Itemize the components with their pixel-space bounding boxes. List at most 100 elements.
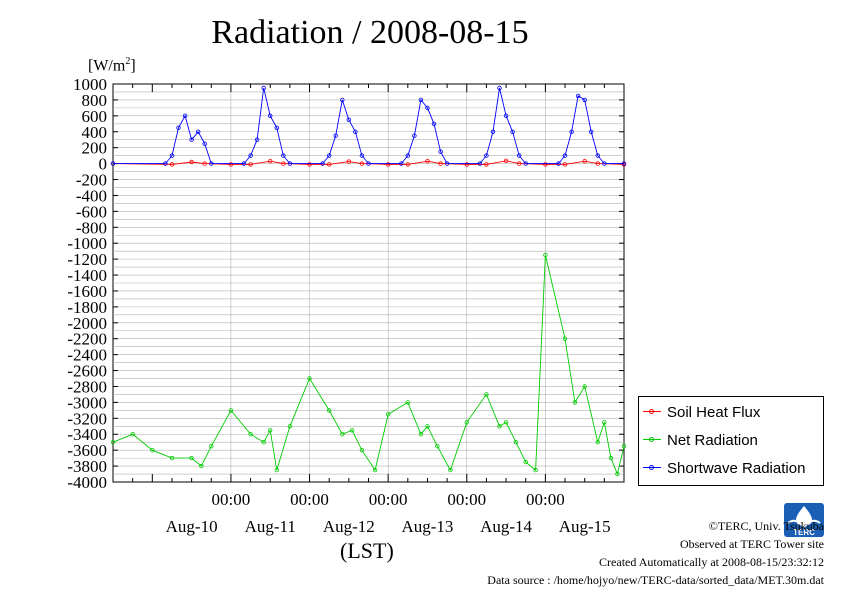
data-point-shortwave-radiation <box>569 129 574 134</box>
data-point-shortwave-radiation <box>582 97 587 103</box>
data-point-soil-heat-flux <box>307 162 312 167</box>
logo-text: TERC <box>793 528 815 537</box>
series-group <box>110 85 627 477</box>
data-point-net-radiation <box>484 392 489 397</box>
y-tick-label: -200 <box>76 171 107 190</box>
data-point-soil-heat-flux <box>228 162 234 167</box>
series-net-radiation <box>110 252 627 477</box>
data-point-shortwave-radiation <box>418 97 424 103</box>
data-point-net-radiation <box>572 400 578 405</box>
credit-copyright: ©TERC, Univ. Tsukuba <box>708 519 824 533</box>
x-day-label: Aug-13 <box>401 517 453 536</box>
x-tick-label: 00:00 <box>290 490 329 509</box>
data-point-shortwave-radiation <box>595 153 600 158</box>
data-point-net-radiation <box>405 400 410 405</box>
x-tick-label: 00:00 <box>369 490 408 509</box>
y-tick-label: -3800 <box>67 457 107 476</box>
x-axis-unit-label: (LST) <box>340 538 394 563</box>
terc-logo: TERC <box>784 503 824 537</box>
x-day-label: Aug-10 <box>166 517 218 536</box>
series-line-net-radiation <box>112 254 625 476</box>
data-point-net-radiation <box>340 432 345 437</box>
y-tick-label: -2000 <box>67 314 107 333</box>
legend-label: Soil Heat Flux <box>667 403 761 421</box>
data-point-shortwave-radiation <box>490 129 496 134</box>
data-point-shortwave-radiation <box>287 161 293 166</box>
data-point-net-radiation <box>497 424 502 429</box>
y-tick-label: 800 <box>82 91 108 110</box>
data-point-shortwave-radiation <box>477 161 483 166</box>
legend: Soil Heat Flux Net Radiation Shortwave R… <box>638 396 824 486</box>
data-point-shortwave-radiation <box>438 149 443 154</box>
data-point-net-radiation <box>274 467 279 473</box>
data-point-soil-heat-flux <box>359 161 365 166</box>
credit-created: Created Automatically at 2008-08-15/23:3… <box>599 555 824 569</box>
data-point-shortwave-radiation <box>366 161 371 166</box>
data-point-net-radiation <box>307 376 312 381</box>
y-tick-label: -2200 <box>67 330 107 349</box>
data-point-shortwave-radiation <box>320 161 325 166</box>
y-tick-label: 400 <box>82 123 108 142</box>
y-tick-label: -1400 <box>67 266 107 285</box>
data-point-net-radiation <box>513 440 519 445</box>
data-point-shortwave-radiation <box>169 153 175 158</box>
x-tick-label: 00:00 <box>447 490 486 509</box>
data-point-shortwave-radiation <box>195 129 201 134</box>
data-point-shortwave-radiation <box>340 97 345 103</box>
legend-label: Shortwave Radiation <box>667 459 806 477</box>
data-point-shortwave-radiation <box>621 161 627 166</box>
y-tick-label: -3600 <box>67 441 107 460</box>
x-day-label: Aug-11 <box>245 517 296 536</box>
data-point-net-radiation <box>582 384 587 389</box>
data-point-net-radiation <box>268 428 273 433</box>
y-tick-label: 0 <box>99 155 108 174</box>
y-tick-label: -4000 <box>67 473 107 492</box>
data-point-net-radiation <box>523 459 528 465</box>
data-point-shortwave-radiation <box>503 113 509 118</box>
data-point-soil-heat-flux <box>438 161 443 166</box>
data-point-soil-heat-flux <box>346 159 351 164</box>
data-point-soil-heat-flux <box>281 161 286 166</box>
x-day-label: Aug-15 <box>559 517 611 536</box>
data-point-soil-heat-flux <box>268 158 273 164</box>
legend-marker-soil-heat-flux <box>643 407 661 417</box>
legend-item-shortwave-radiation: Shortwave Radiation <box>639 457 805 479</box>
data-point-soil-heat-flux <box>595 161 600 166</box>
chart-title: Radiation / 2008-08-15 <box>211 14 529 51</box>
data-point-net-radiation <box>372 467 378 473</box>
y-tick-label: -3000 <box>67 393 107 412</box>
y-tick-label: -600 <box>76 202 107 221</box>
y-tick-label: -3200 <box>67 409 107 428</box>
data-point-shortwave-radiation <box>399 161 404 166</box>
data-point-shortwave-radiation <box>444 161 450 166</box>
data-point-shortwave-radiation <box>202 141 207 146</box>
data-point-net-radiation <box>435 444 440 449</box>
legend-item-net-radiation: Net Radiation <box>639 429 758 451</box>
data-point-net-radiation <box>464 420 469 425</box>
data-point-soil-heat-flux <box>503 158 509 163</box>
data-point-shortwave-radiation <box>589 129 594 134</box>
y-tick-label: -1600 <box>67 282 107 301</box>
data-point-net-radiation <box>425 424 430 429</box>
data-point-shortwave-radiation <box>353 129 358 134</box>
data-point-net-radiation <box>349 428 355 433</box>
data-point-soil-heat-flux <box>248 162 253 167</box>
y-tick-label: -1200 <box>67 250 107 269</box>
data-point-net-radiation <box>602 420 607 425</box>
legend-marker-net-radiation <box>643 435 661 445</box>
y-tick-label: -2400 <box>67 346 107 365</box>
data-point-shortwave-radiation <box>163 161 168 166</box>
legend-label: Net Radiation <box>667 431 758 449</box>
x-day-label: Aug-12 <box>323 517 375 536</box>
data-point-shortwave-radiation <box>261 85 266 91</box>
x-day-label: Aug-14 <box>480 517 532 536</box>
data-point-shortwave-radiation <box>176 125 181 130</box>
data-point-net-radiation <box>327 408 332 413</box>
legend-marker-shortwave-radiation <box>643 463 661 473</box>
data-point-shortwave-radiation <box>189 137 194 142</box>
data-point-shortwave-radiation <box>484 153 489 158</box>
data-point-shortwave-radiation <box>556 161 561 166</box>
data-point-shortwave-radiation <box>182 113 188 118</box>
data-point-soil-heat-flux <box>202 161 207 166</box>
y-tick-label: -800 <box>76 218 107 237</box>
